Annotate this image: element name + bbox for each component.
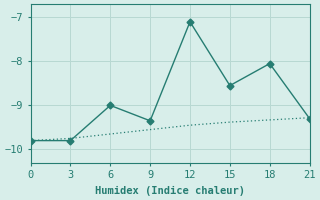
X-axis label: Humidex (Indice chaleur): Humidex (Indice chaleur) (95, 186, 245, 196)
